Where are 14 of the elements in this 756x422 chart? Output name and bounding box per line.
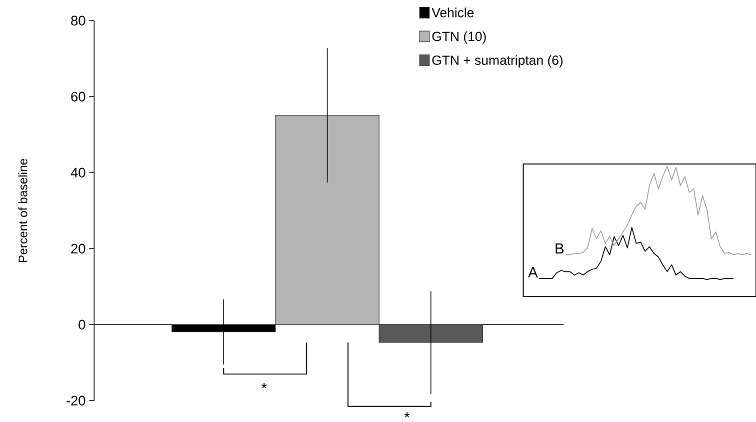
y-axis-title: Percent of baseline xyxy=(18,158,28,262)
legend-label: Vehicle xyxy=(432,8,474,18)
annotation: * xyxy=(261,382,267,388)
y-tick-label: 80 xyxy=(71,16,86,26)
y-tick-label: -20 xyxy=(66,396,86,406)
y-tick-label: 20 xyxy=(71,244,86,254)
y-tick-label: 60 xyxy=(71,92,86,102)
text: * xyxy=(404,412,410,418)
legend-label: GTN + sumatriptan (6) xyxy=(432,55,563,68)
annotation: A xyxy=(528,267,538,278)
y-tick-label: 40 xyxy=(70,168,86,178)
legend-label: GTN (10) xyxy=(432,31,486,44)
y-tick-label: 0 xyxy=(78,320,86,330)
annotation: B xyxy=(556,243,564,254)
